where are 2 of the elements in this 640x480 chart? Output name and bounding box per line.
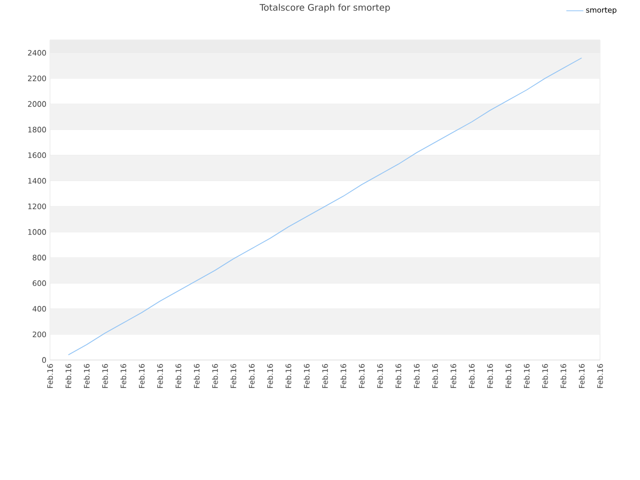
chart-title: Totalscore Graph for smortep <box>260 4 390 12</box>
line-series <box>68 58 582 356</box>
